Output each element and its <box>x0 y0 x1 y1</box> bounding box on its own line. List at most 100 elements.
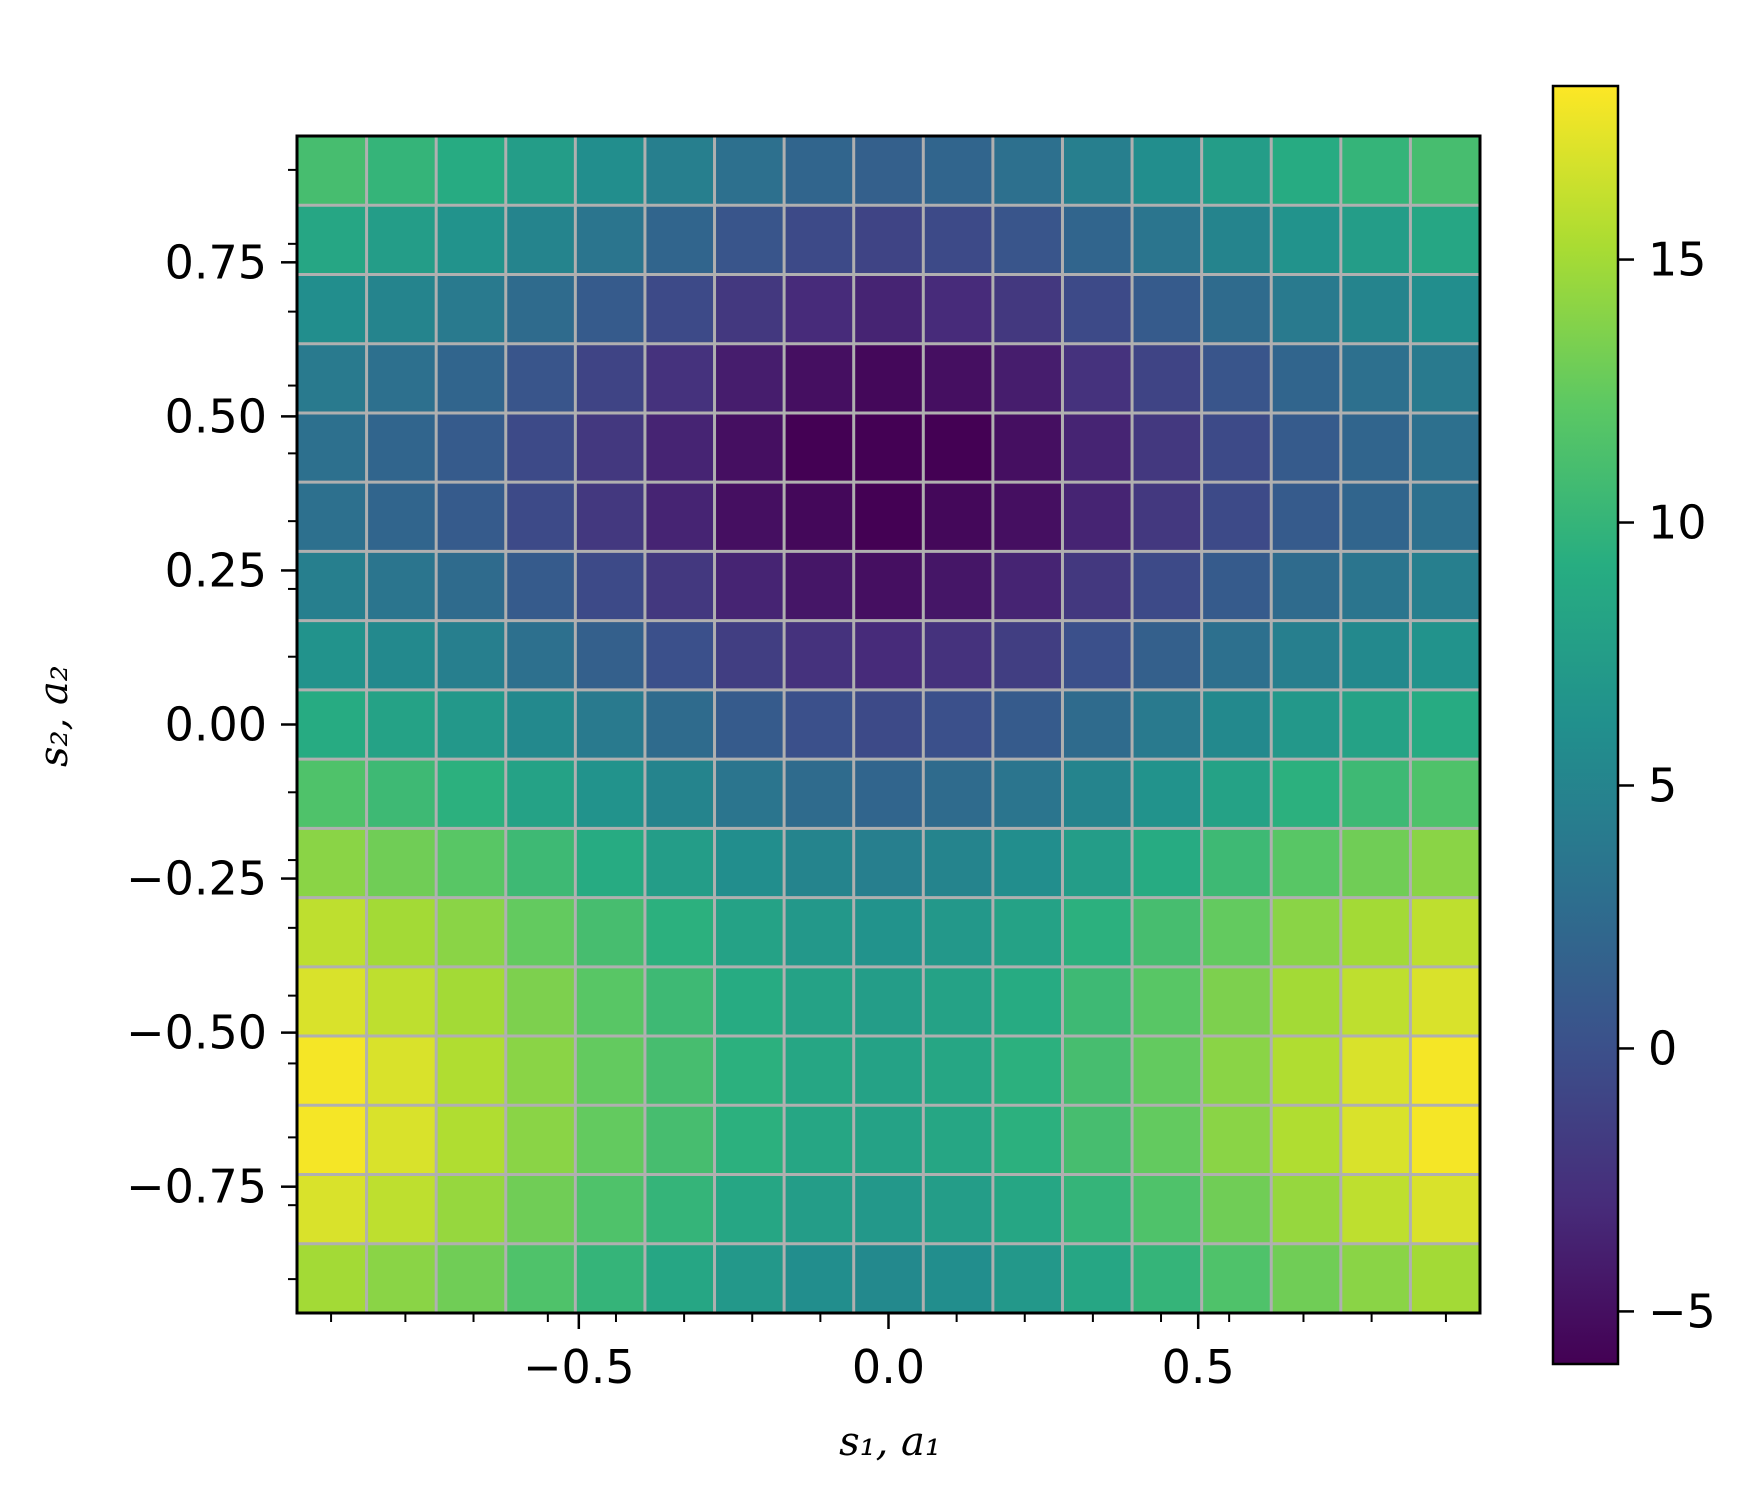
heatmap-cell <box>1132 551 1203 622</box>
heatmap-cell <box>784 620 855 691</box>
heatmap-cell <box>1201 551 1272 622</box>
heatmap-cell <box>992 136 1064 206</box>
heatmap-cell <box>366 205 437 276</box>
heatmap-cell <box>1201 136 1272 206</box>
heatmap-cell <box>1271 1243 1342 1314</box>
heatmap-cell <box>505 274 576 345</box>
heatmap-cell <box>644 1105 716 1176</box>
y-tick-label: 0.25 <box>165 543 267 597</box>
heatmap-cell <box>575 412 646 483</box>
heatmap-cell <box>436 966 507 1037</box>
heatmap-cell <box>1062 966 1133 1037</box>
heatmap-cell <box>575 897 646 968</box>
heatmap-cell <box>784 828 855 899</box>
heatmap-cell <box>575 274 646 345</box>
heatmap-cell <box>784 1174 855 1245</box>
heatmap-cell <box>1132 759 1203 829</box>
heatmap-cell <box>1132 274 1203 345</box>
heatmap-cell <box>505 482 576 553</box>
heatmap-cell <box>714 412 785 483</box>
heatmap-cell <box>1410 1036 1481 1106</box>
heatmap-cell <box>1271 1174 1342 1245</box>
heatmap-cell <box>714 897 785 968</box>
heatmap-cell <box>644 136 716 206</box>
heatmap-cell <box>297 828 368 899</box>
heatmap-cell <box>1340 205 1412 276</box>
heatmap-cell <box>923 1174 994 1245</box>
heatmap-cell <box>1271 274 1342 345</box>
heatmap-cell <box>714 828 785 899</box>
heatmap-cell <box>784 412 855 483</box>
heatmap-cell <box>366 828 437 899</box>
heatmap-cell <box>436 1036 507 1106</box>
heatmap-cell <box>1271 343 1342 414</box>
heatmap-cell <box>1201 759 1272 829</box>
heatmap-cell <box>1410 1105 1481 1176</box>
heatmap-cell <box>1201 620 1272 691</box>
heatmap-cell <box>366 482 437 553</box>
y-axis-label: s₂, a₂ <box>31 665 77 767</box>
heatmap-cell <box>1062 482 1133 553</box>
heatmap-cell <box>992 412 1064 483</box>
heatmap-cell <box>1062 412 1133 483</box>
heatmap-cell <box>1410 343 1481 414</box>
heatmap-cell <box>1340 966 1412 1037</box>
heatmap-cell <box>923 966 994 1037</box>
heatmap-cell <box>1271 412 1342 483</box>
heatmap-cell <box>714 759 785 829</box>
heatmap-cell <box>505 689 576 760</box>
heatmap-cell <box>366 1105 437 1176</box>
heatmap-cell <box>366 274 437 345</box>
heatmap-cell <box>992 759 1064 829</box>
heatmap-cell <box>1340 897 1412 968</box>
heatmap-cell <box>1410 828 1481 899</box>
heatmap-cell <box>575 689 646 760</box>
heatmap-cell <box>575 205 646 276</box>
heatmap-cell <box>1132 897 1203 968</box>
heatmap-cell <box>853 1036 924 1106</box>
heatmap-cell <box>853 205 924 276</box>
heatmap-cell <box>297 897 368 968</box>
heatmap-cell <box>505 759 576 829</box>
heatmap-cell <box>714 274 785 345</box>
heatmap-cell <box>644 551 716 622</box>
heatmap-cell <box>1132 1174 1203 1245</box>
heatmap-cell <box>1201 966 1272 1037</box>
heatmap-cell <box>784 689 855 760</box>
heatmap-cell <box>1340 620 1412 691</box>
heatmap-cell <box>923 136 994 206</box>
heatmap-cell <box>1410 205 1481 276</box>
heatmap-cell <box>505 136 576 206</box>
heatmap-cell <box>1062 136 1133 206</box>
heatmap-cell <box>505 1243 576 1314</box>
heatmap-cell <box>644 1036 716 1106</box>
heatmap-cell <box>1271 759 1342 829</box>
heatmap-cell <box>992 1036 1064 1106</box>
heatmap-cell <box>992 689 1064 760</box>
heatmap-cell <box>1062 828 1133 899</box>
heatmap-cell <box>366 412 437 483</box>
heatmap-cell <box>436 689 507 760</box>
heatmap-cell <box>992 205 1064 276</box>
heatmap-cell <box>366 620 437 691</box>
heatmap-cell <box>505 551 576 622</box>
heatmap-cell <box>644 274 716 345</box>
heatmap-cell <box>1271 966 1342 1037</box>
heatmap-cell <box>436 343 507 414</box>
heatmap-cell <box>853 620 924 691</box>
heatmap-cell <box>1340 1243 1412 1314</box>
heatmap-cell <box>436 620 507 691</box>
heatmap-cell <box>644 759 716 829</box>
heatmap-cell <box>297 620 368 691</box>
heatmap-cell <box>1132 689 1203 760</box>
colorbar-tick-label: 10 <box>1648 496 1707 550</box>
colorbar-gradient <box>1553 86 1618 1364</box>
heatmap-cell <box>1201 412 1272 483</box>
heatmap-cell <box>436 1243 507 1314</box>
heatmap-cell <box>1340 1036 1412 1106</box>
heatmap-cell <box>505 620 576 691</box>
colorbar-tick-label: 0 <box>1648 1021 1677 1075</box>
heatmap-cell <box>1410 482 1481 553</box>
heatmap-cell <box>1340 551 1412 622</box>
heatmap-cell <box>1132 620 1203 691</box>
